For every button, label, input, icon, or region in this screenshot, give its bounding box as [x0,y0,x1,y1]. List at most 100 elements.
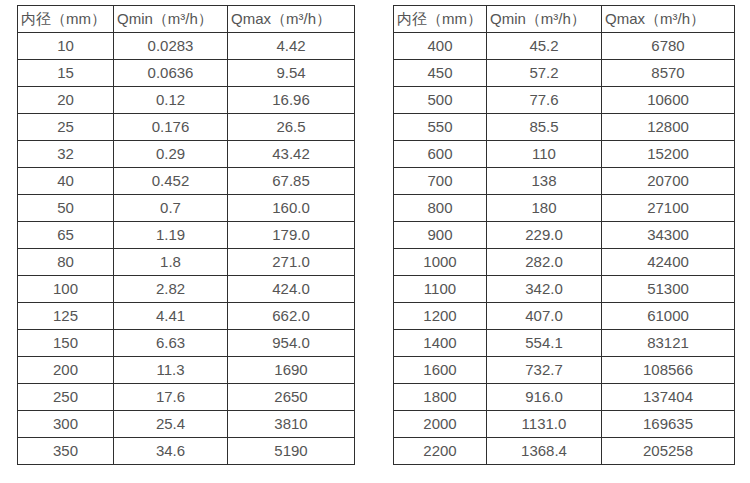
table-cell: 6780 [602,33,735,60]
table-cell: 65 [18,222,114,249]
table-cell: 554.1 [487,330,602,357]
table-cell: 205258 [602,438,735,465]
table-cell: 2650 [228,384,355,411]
table-cell: 160.0 [228,195,355,222]
table-cell: 4.41 [114,303,228,330]
table-cell: 229.0 [487,222,602,249]
table-cell: 800 [394,195,487,222]
table-row: 900229.034300 [394,222,735,249]
table-body: 100.02834.42150.06369.54200.1216.96250.1… [18,33,355,465]
table-cell: 34300 [602,222,735,249]
table-cell: 15 [18,60,114,87]
table-row: 55085.512800 [394,114,735,141]
table-cell: 77.6 [487,87,602,114]
table-row: 20011.31690 [18,357,355,384]
table-cell: 125 [18,303,114,330]
table-cell: 20700 [602,168,735,195]
table-cell: 300 [18,411,114,438]
table-cell: 350 [18,438,114,465]
table-row: 1600732.7108566 [394,357,735,384]
table-cell: 1200 [394,303,487,330]
table-cell: 57.2 [487,60,602,87]
table-cell: 1000 [394,249,487,276]
table-cell: 500 [394,87,487,114]
table-cell: 2200 [394,438,487,465]
table-cell: 6.63 [114,330,228,357]
table-cell: 407.0 [487,303,602,330]
column-header: Qmin（m³/h） [114,6,228,33]
column-header: 内径（mm） [18,6,114,33]
table-row: 1400554.183121 [394,330,735,357]
table-cell: 1690 [228,357,355,384]
table-cell: 732.7 [487,357,602,384]
table-cell: 954.0 [228,330,355,357]
table-cell: 282.0 [487,249,602,276]
table-cell: 34.6 [114,438,228,465]
table-cell: 50 [18,195,114,222]
table-cell: 45.2 [487,33,602,60]
table-cell: 32 [18,141,114,168]
table-cell: 0.452 [114,168,228,195]
table-cell: 700 [394,168,487,195]
flow-table-right: 内径（mm）Qmin（m³/h）Qmax（m³/h） 40045.2678045… [393,5,735,465]
table-row: 1506.63954.0 [18,330,355,357]
table-cell: 138 [487,168,602,195]
header-row: 内径（mm）Qmin（m³/h）Qmax（m³/h） [394,6,735,33]
table-cell: 4.42 [228,33,355,60]
table-row: 22001368.4205258 [394,438,735,465]
table-cell: 10600 [602,87,735,114]
table-cell: 180 [487,195,602,222]
table-row: 1100342.051300 [394,276,735,303]
table-cell: 1800 [394,384,487,411]
header-row: 内径（mm）Qmin（m³/h）Qmax（m³/h） [18,6,355,33]
table-cell: 8570 [602,60,735,87]
table-cell: 1368.4 [487,438,602,465]
table-cell: 1.19 [114,222,228,249]
table-cell: 1100 [394,276,487,303]
table-cell: 424.0 [228,276,355,303]
table-cell: 15200 [602,141,735,168]
table-cell: 2000 [394,411,487,438]
table-cell: 450 [394,60,487,87]
table-row: 25017.62650 [18,384,355,411]
table-cell: 2.82 [114,276,228,303]
table-row: 100.02834.42 [18,33,355,60]
table-cell: 100 [18,276,114,303]
table-cell: 0.176 [114,114,228,141]
table-row: 500.7160.0 [18,195,355,222]
table-cell: 0.7 [114,195,228,222]
table-row: 320.2943.42 [18,141,355,168]
table-row: 60011015200 [394,141,735,168]
table-cell: 900 [394,222,487,249]
table-cell: 1131.0 [487,411,602,438]
table-cell: 0.29 [114,141,228,168]
table-row: 651.19179.0 [18,222,355,249]
table-cell: 83121 [602,330,735,357]
table-row: 20001131.0169635 [394,411,735,438]
page: 内径（mm）Qmin（m³/h）Qmax（m³/h） 100.02834.421… [0,0,750,483]
table-row: 250.17626.5 [18,114,355,141]
table-cell: 179.0 [228,222,355,249]
table-row: 30025.43810 [18,411,355,438]
table-cell: 27100 [602,195,735,222]
table-cell: 26.5 [228,114,355,141]
table-cell: 42400 [602,249,735,276]
table-cell: 61000 [602,303,735,330]
table-body: 40045.2678045057.2857050077.61060055085.… [394,33,735,465]
table-cell: 10 [18,33,114,60]
column-header: Qmax（m³/h） [228,6,355,33]
table-cell: 85.5 [487,114,602,141]
flow-table-left: 内径（mm）Qmin（m³/h）Qmax（m³/h） 100.02834.421… [17,5,355,465]
table-row: 150.06369.54 [18,60,355,87]
table-cell: 271.0 [228,249,355,276]
table-cell: 0.0283 [114,33,228,60]
table-cell: 25.4 [114,411,228,438]
column-header: Qmin（m³/h） [487,6,602,33]
table-row: 1002.82424.0 [18,276,355,303]
table-cell: 1.8 [114,249,228,276]
table-cell: 12800 [602,114,735,141]
table-row: 1200407.061000 [394,303,735,330]
table-row: 200.1216.96 [18,87,355,114]
table-cell: 169635 [602,411,735,438]
table-cell: 1400 [394,330,487,357]
